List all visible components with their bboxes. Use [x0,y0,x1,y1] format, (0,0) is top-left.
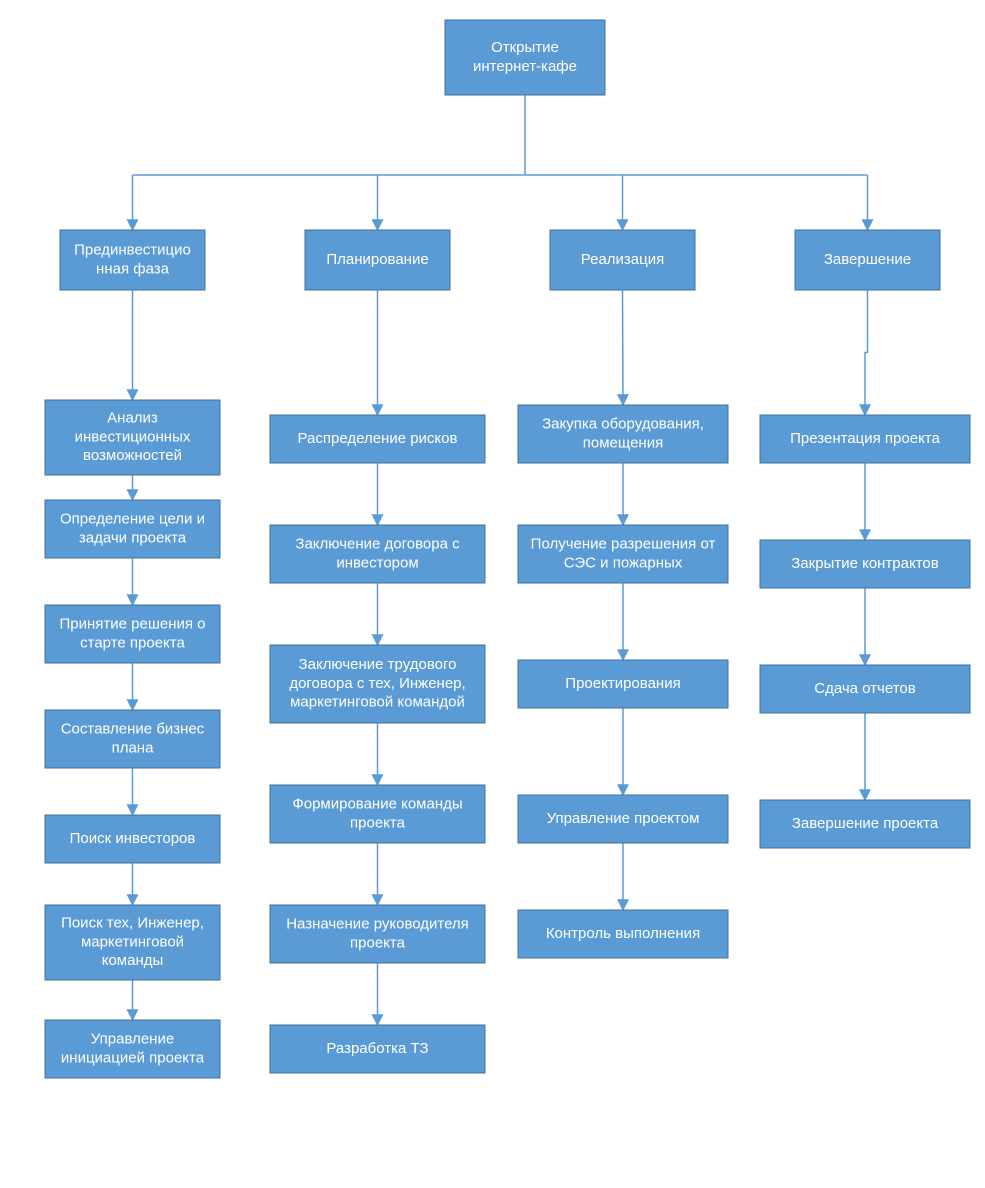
flowchart-node-b3: Заключение трудового договора с тех, Инже… [270,645,485,723]
flowchart-node-c4: Управление проектом [518,795,728,843]
node-label: инвестором [336,554,418,571]
node-label: Заключение договора с [295,536,460,553]
flowchart-node-root: Открытие интернет-кафе [445,20,605,95]
node-label: Презентация проекта [790,430,940,447]
node-label: Управление [91,1031,174,1048]
node-label: Определение цели и [60,511,205,528]
node-label: Поиск инвесторов [70,830,196,847]
node-label: помещения [583,434,663,451]
node-label: Контроль выполнения [546,925,700,942]
connector [865,290,868,415]
node-label: Управление проектом [547,810,700,827]
node-label: маркетинговой командой [290,694,465,711]
node-label: Формирование команды [292,796,462,813]
node-label: Открытие [491,39,559,56]
flowchart-node-a6: Поиск тех, Инженер,маркетинговой команды [45,905,220,980]
node-label: договора с тех, Инженер, [289,675,465,692]
node-label: Проектирования [565,675,680,692]
node-label: проекта [350,814,406,831]
node-label: маркетинговой [81,933,184,950]
edge-layer [133,95,868,1025]
flowchart-node-a4: Составление бизнесплана [45,710,220,768]
node-label: Получение разрешения от [531,536,716,553]
flowchart-node-c2: Получение разрешения отСЭС и пожарных [518,525,728,583]
flowchart-node-ph4: Завершение [795,230,940,290]
node-label: Принятие решения о [59,616,205,633]
flowchart-node-ph2: Планирование [305,230,450,290]
flowchart-node-ph3: Реализация [550,230,695,290]
flowchart-node-c5: Контроль выполнения [518,910,728,958]
node-label: инициацией проекта [61,1049,205,1066]
flowchart-node-c1: Закупка оборудования,помещения [518,405,728,463]
node-label: Поиск тех, Инженер, [61,915,204,932]
node-layer: Открытие интернет-кафе Прединвестиционная … [45,20,970,1078]
flowchart-node-c3: Проектирования [518,660,728,708]
node-label: Закупка оборудования, [542,416,704,433]
flowchart-node-d1: Презентация проекта [760,415,970,463]
flowchart-node-b2: Заключение договора синвестором [270,525,485,583]
flowchart-node-b1: Распределение рисков [270,415,485,463]
node-label: Распределение рисков [298,430,458,447]
node-label: интернет-кафе [473,58,577,75]
flowchart-node-a7: Управлениеинициацией проекта [45,1020,220,1078]
node-label: возможностей [83,447,182,464]
node-label: Анализ [107,410,158,427]
node-label: Завершение проекта [792,815,939,832]
flowchart-node-a1: Анализинвестиционных возможностей [45,400,220,475]
node-label: Сдача отчетов [814,680,916,697]
flowchart-node-d2: Закрытие контрактов [760,540,970,588]
flowchart-node-a2: Определение цели изадачи проекта [45,500,220,558]
node-label: нная фаза [96,260,170,277]
flowchart-node-ph1: Прединвестиционная фаза [60,230,205,290]
flowchart-node-b4: Формирование командыпроекта [270,785,485,843]
node-label: инвестиционных [75,428,191,445]
flowchart-node-b5: Назначение руководителяпроекта [270,905,485,963]
node-label: СЭС и пожарных [564,554,683,571]
node-label: Назначение руководителя [286,916,469,933]
flowchart-node-d4: Завершение проекта [760,800,970,848]
flowchart-node-a5: Поиск инвесторов [45,815,220,863]
flowchart-node-a3: Принятие решения остарте проекта [45,605,220,663]
node-label: команды [102,952,164,969]
flowchart-node-b6: Разработка ТЗ [270,1025,485,1073]
node-label: Завершение [824,251,911,268]
flowchart: Открытие интернет-кафе Прединвестиционная … [0,0,985,1188]
connector [623,290,624,405]
node-label: Закрытие контрактов [791,555,939,572]
node-label: Разработка ТЗ [326,1040,428,1057]
node-label: Реализация [581,251,664,268]
node-label: задачи проекта [79,529,187,546]
node-label: Прединвестицио [74,242,191,259]
node-label: Планирование [326,251,428,268]
node-label: плана [112,739,155,756]
node-label: старте проекта [80,634,185,651]
node-label: Заключение трудового [299,656,457,673]
node-label: Составление бизнес [61,721,205,738]
node-label: проекта [350,934,406,951]
flowchart-node-d3: Сдача отчетов [760,665,970,713]
